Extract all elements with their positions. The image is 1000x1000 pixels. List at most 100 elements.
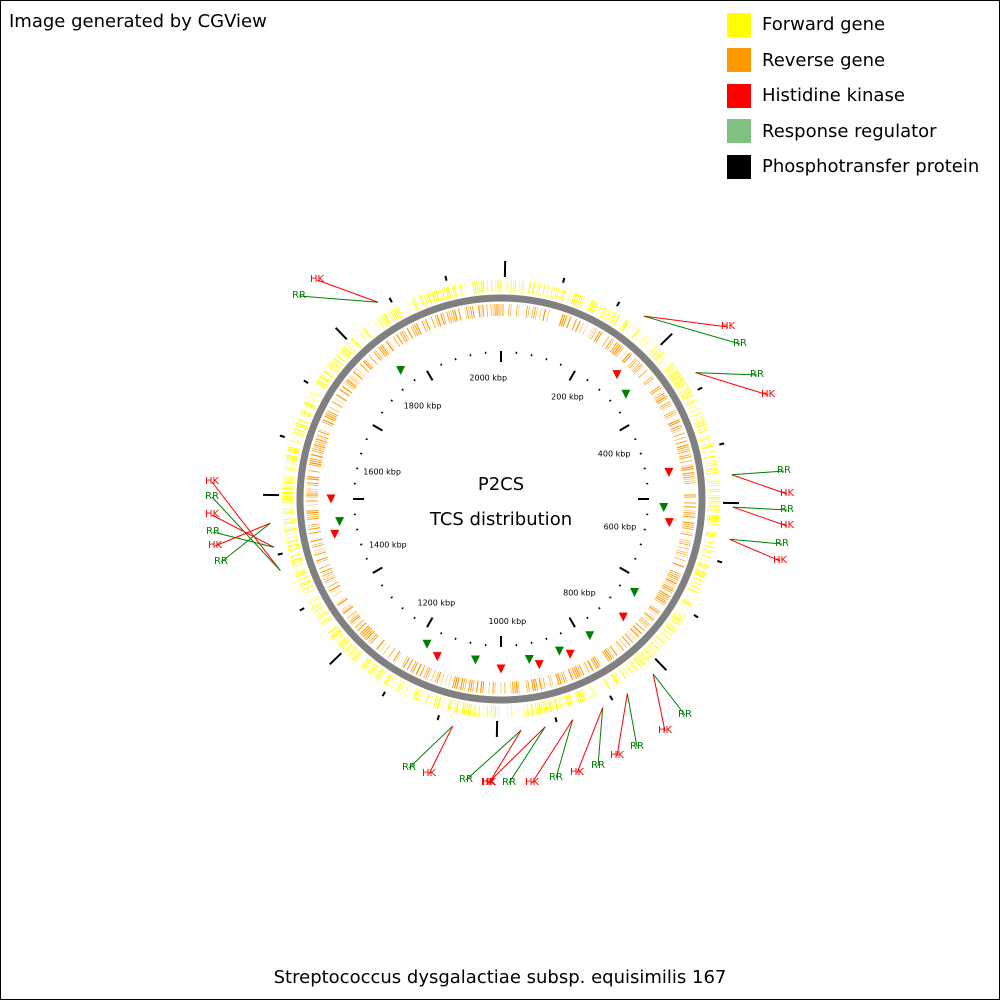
reverse-gene-mark <box>440 672 445 685</box>
reverse-gene-mark <box>559 672 564 684</box>
forward-gene-mark <box>704 534 717 538</box>
forward-gene-mark <box>703 540 716 544</box>
reverse-gene-mark <box>415 663 422 675</box>
forward-gene-mark <box>453 701 457 713</box>
reverse-gene-mark <box>423 666 429 679</box>
reverse-gene-mark <box>569 668 575 680</box>
tcs-leader-line <box>652 673 686 716</box>
forward-gene-mark <box>673 378 685 386</box>
reverse-gene-mark <box>399 331 407 343</box>
forward-gene-mark <box>528 281 532 294</box>
reverse-gene-mark <box>681 465 694 470</box>
forward-gene-mark <box>653 638 663 648</box>
reverse-gene-mark <box>630 361 639 370</box>
outer-tick <box>388 297 393 303</box>
forward-gene-mark <box>392 308 400 319</box>
reverse-gene-mark <box>678 450 690 454</box>
reverse-gene-mark <box>434 315 440 327</box>
forward-gene-mark <box>376 669 385 680</box>
inner-tick <box>545 637 548 640</box>
reverse-gene-mark <box>403 329 410 341</box>
reverse-gene-mark <box>387 339 396 350</box>
forward-gene-mark <box>429 291 434 304</box>
tcs-leader-line <box>597 707 604 767</box>
forward-gene-mark <box>629 660 639 671</box>
forward-gene-mark <box>707 480 720 483</box>
tcs-callout-upper: RR <box>780 504 794 515</box>
tcs-leader-line <box>508 726 546 784</box>
forward-gene-mark <box>359 657 369 667</box>
reverse-gene-mark <box>665 578 677 585</box>
inner-tick <box>634 438 637 441</box>
forward-gene-mark <box>522 281 525 294</box>
forward-gene-mark <box>699 437 712 442</box>
forward-gene-mark <box>469 703 473 716</box>
forward-gene-mark <box>701 550 714 555</box>
forward-gene-mark <box>647 344 657 354</box>
reverse-gene-mark <box>627 630 637 640</box>
kbp-label: 1400 kbp <box>369 541 407 550</box>
forward-gene-mark <box>703 451 715 455</box>
reverse-gene-mark <box>683 482 696 485</box>
reverse-gene-mark <box>582 324 588 336</box>
reverse-gene-mark <box>475 680 479 693</box>
reverse-gene-mark <box>623 353 632 364</box>
reverse-gene-mark <box>328 584 341 592</box>
forward-gene-mark <box>569 694 575 706</box>
reverse-gene-mark <box>582 662 588 674</box>
reverse-gene-mark <box>351 616 362 626</box>
forward-gene-mark <box>330 628 341 638</box>
reverse-gene-mark <box>566 316 572 329</box>
reverse-gene-mark <box>571 667 577 679</box>
forward-gene-mark <box>595 683 601 695</box>
reverse-gene-mark <box>311 542 324 546</box>
forward-gene-mark <box>318 612 329 621</box>
forward-gene-mark <box>454 701 459 714</box>
outer-tick <box>654 657 668 671</box>
forward-gene-mark <box>704 459 717 463</box>
forward-gene-mark <box>351 650 361 661</box>
forward-gene-mark <box>602 679 609 691</box>
reverse-gene-mark <box>676 444 689 449</box>
rr-marker <box>554 646 564 656</box>
reverse-gene-mark <box>672 562 684 568</box>
reverse-gene-mark <box>676 551 688 556</box>
forward-gene-mark <box>294 568 307 574</box>
forward-gene-mark <box>603 308 610 320</box>
outer-tick <box>554 717 558 723</box>
reverse-gene-mark <box>419 665 426 677</box>
forward-gene-mark <box>634 656 643 667</box>
forward-gene-mark <box>588 300 596 313</box>
reverse-gene-mark <box>542 309 547 321</box>
reverse-gene-mark <box>556 672 562 685</box>
reverse-gene-mark <box>492 681 494 694</box>
forward-gene-mark <box>382 314 390 326</box>
forward-gene-mark <box>295 570 308 576</box>
forward-gene-mark <box>590 301 597 313</box>
forward-gene-mark <box>685 399 697 407</box>
reverse-gene-mark <box>331 401 343 408</box>
forward-gene-mark <box>343 642 353 652</box>
legend-swatch-reverse-gene <box>727 48 751 73</box>
tcs-callout-upper: HK <box>205 476 220 487</box>
forward-gene-mark <box>363 659 372 670</box>
forward-gene-mark <box>303 402 316 410</box>
forward-gene-mark <box>315 382 326 390</box>
forward-gene-mark <box>576 691 583 703</box>
forward-gene-mark <box>706 523 719 526</box>
inner-tick <box>372 566 383 574</box>
reverse-gene-mark <box>340 603 351 611</box>
reverse-gene-mark <box>316 556 328 562</box>
reverse-gene-mark <box>412 325 419 337</box>
forward-gene-mark <box>560 697 565 709</box>
forward-gene-mark <box>282 487 295 490</box>
forward-gene-mark <box>665 366 676 375</box>
rr-marker <box>621 389 631 399</box>
inner-tick <box>454 358 457 361</box>
reverse-gene-mark <box>373 351 382 361</box>
forward-gene-mark <box>406 301 412 313</box>
reverse-gene-mark <box>659 401 671 408</box>
forward-gene-mark <box>288 547 301 552</box>
forward-gene-mark <box>567 694 573 707</box>
